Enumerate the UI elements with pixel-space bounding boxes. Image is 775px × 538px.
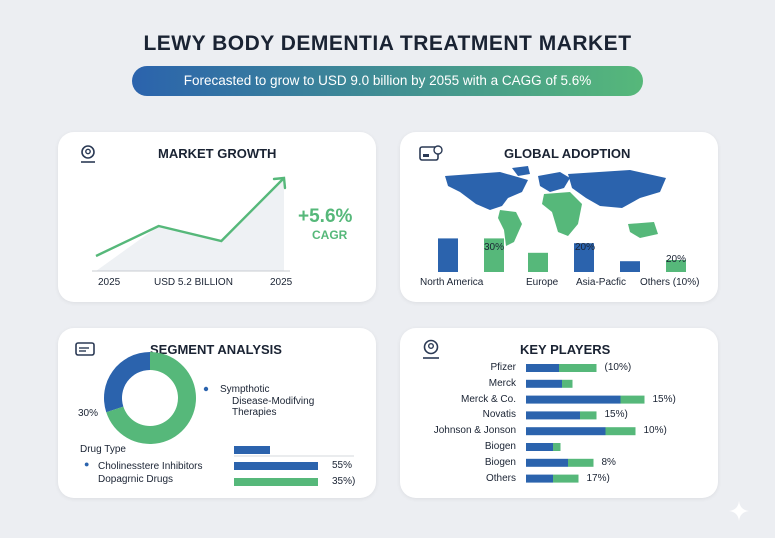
map-europe — [538, 172, 570, 192]
subtitle-banner: Forecasted to grow to USD 9.0 billion by… — [132, 66, 643, 96]
growth-x-start: 2025 — [98, 277, 121, 288]
player-bar-green-4 — [580, 411, 597, 420]
market-growth-card: MARKET GROWTH +5.6% CAGR 2025 USD 5.2 BI… — [58, 132, 376, 302]
player-bar-blue-5 — [526, 427, 606, 436]
map-south-america — [498, 210, 522, 246]
growth-line — [95, 177, 285, 258]
player-label-3: 15%) — [652, 393, 676, 405]
card-icon — [75, 342, 95, 356]
adoption-bar-2 — [484, 238, 504, 272]
segment-bar-2 — [234, 462, 318, 470]
growth-area — [96, 178, 284, 271]
player-bar-blue-4 — [526, 411, 580, 420]
adoption-bar-6 — [666, 260, 686, 272]
global-adoption-title: GLOBAL ADOPTION — [504, 146, 631, 161]
donut-percent-label: 30% — [78, 408, 99, 419]
adoption-bar-5 — [620, 261, 640, 272]
growth-line-chart — [92, 176, 290, 272]
map-australia — [628, 222, 658, 238]
market-growth-title: MARKET GROWTH — [158, 146, 277, 161]
donut-slice-2 — [106, 352, 196, 444]
sparkle-icon — [729, 501, 749, 521]
segment-donut-chart — [104, 352, 354, 486]
user-pin-icon — [81, 145, 95, 163]
player-label-7: 8% — [601, 456, 616, 468]
player-label-1: (10%) — [604, 362, 632, 373]
player-bars — [526, 364, 645, 483]
adoption-label-others: 20% — [666, 254, 687, 265]
player-label-8: 17%) — [586, 472, 610, 484]
key-players-card: KEY PLAYERS Pfizer (10%) Merck Merck & Co. 1… — [400, 328, 718, 498]
segment-legend-line-1: Sympthotic — [220, 384, 270, 395]
adoption-bar-4 — [574, 243, 594, 272]
growth-x-end: 2025 — [270, 277, 293, 288]
growth-cagr-label: CAGR — [312, 228, 348, 242]
drug-item-cholinesterase: Cholinesstere Inhibitors — [98, 461, 203, 472]
player-bar-blue-8 — [526, 474, 553, 483]
player-label-4: 15%) — [604, 409, 628, 421]
segment-legend-line-3: Therapies — [232, 407, 277, 418]
player-bar-green-3 — [620, 395, 645, 404]
player-bar-green-5 — [605, 427, 636, 436]
page-title: LEWY BODY DEMENTIA TREATMENT MARKET — [143, 32, 632, 55]
player-name-5: Johnson & Jonson — [433, 425, 516, 437]
player-bar-green-2 — [562, 379, 573, 388]
growth-x-mid: USD 5.2 BILLION — [154, 277, 233, 288]
players-bar-chart — [526, 364, 645, 483]
player-name-8: Others — [485, 472, 516, 484]
segment-bar-3 — [234, 478, 318, 486]
segment-bar-label-1: 55% — [332, 460, 353, 471]
map-asia — [568, 170, 666, 208]
region-north-america: North America — [420, 277, 484, 288]
player-bar-green-1 — [559, 364, 597, 372]
adoption-bars — [438, 238, 686, 272]
region-others: Others (10%) — [640, 277, 700, 288]
world-map — [438, 166, 686, 272]
global-adoption-card: GLOBAL ADOPTION 30% 20% 20% North Americ… — [400, 132, 718, 302]
segment-analysis-card: SEGMENT ANALYSIS 30% Sympthotic Disease-… — [58, 328, 376, 498]
growth-arrow-head — [272, 176, 287, 190]
segment-bar-label-2: 35%) — [332, 476, 356, 487]
player-name-2: Merck — [488, 377, 516, 389]
player-bar-green-7 — [568, 458, 594, 467]
player-name-3: Merck & Co. — [460, 393, 516, 405]
segment-analysis-title: SEGMENT ANALYSIS — [150, 342, 282, 357]
adoption-label-ap: 20% — [575, 242, 596, 253]
player-bar-blue-7 — [526, 458, 568, 467]
segment-bars — [234, 446, 318, 486]
player-name-4: Novatis — [482, 409, 516, 421]
drug-type-label: Drug Type — [80, 444, 126, 455]
player-label-5: 10%) — [643, 425, 667, 437]
monitor-icon — [419, 145, 443, 161]
player-bar-blue-1 — [526, 364, 559, 372]
adoption-bar-3 — [528, 252, 548, 272]
growth-cagr-value: +5.6% — [298, 206, 353, 227]
player-name-6: Biogen — [484, 441, 516, 452]
drug-item-dot: ● — [84, 459, 90, 469]
player-name-1: Pfizer — [490, 362, 516, 373]
adoption-bar-1 — [438, 238, 458, 272]
donut-slices — [104, 352, 196, 444]
player-bar-green-8 — [553, 474, 579, 483]
key-players-title: KEY PLAYERS — [520, 342, 611, 357]
person-icon — [423, 339, 439, 359]
segment-legend-line-2: Disease-Modifving — [232, 396, 315, 407]
donut-slice-1 — [104, 352, 150, 413]
map-africa — [542, 192, 582, 236]
adoption-label-na: 30% — [484, 242, 505, 253]
player-bar-blue-3 — [526, 395, 621, 404]
segment-bar-1 — [234, 446, 270, 454]
player-bar-blue-2 — [526, 379, 562, 388]
map-greenland — [512, 166, 530, 176]
legend-dot — [203, 386, 209, 392]
region-asia-pacific: Asia-Pacfic — [576, 277, 627, 288]
region-europe: Europe — [526, 277, 559, 288]
drug-item-dopaminergic: Dopagrnic Drugs — [98, 474, 174, 485]
player-name-7: Biogen — [484, 456, 516, 468]
map-north-america — [445, 172, 528, 210]
player-bar-blue-6 — [526, 443, 553, 451]
player-bar-green-6 — [553, 443, 561, 451]
